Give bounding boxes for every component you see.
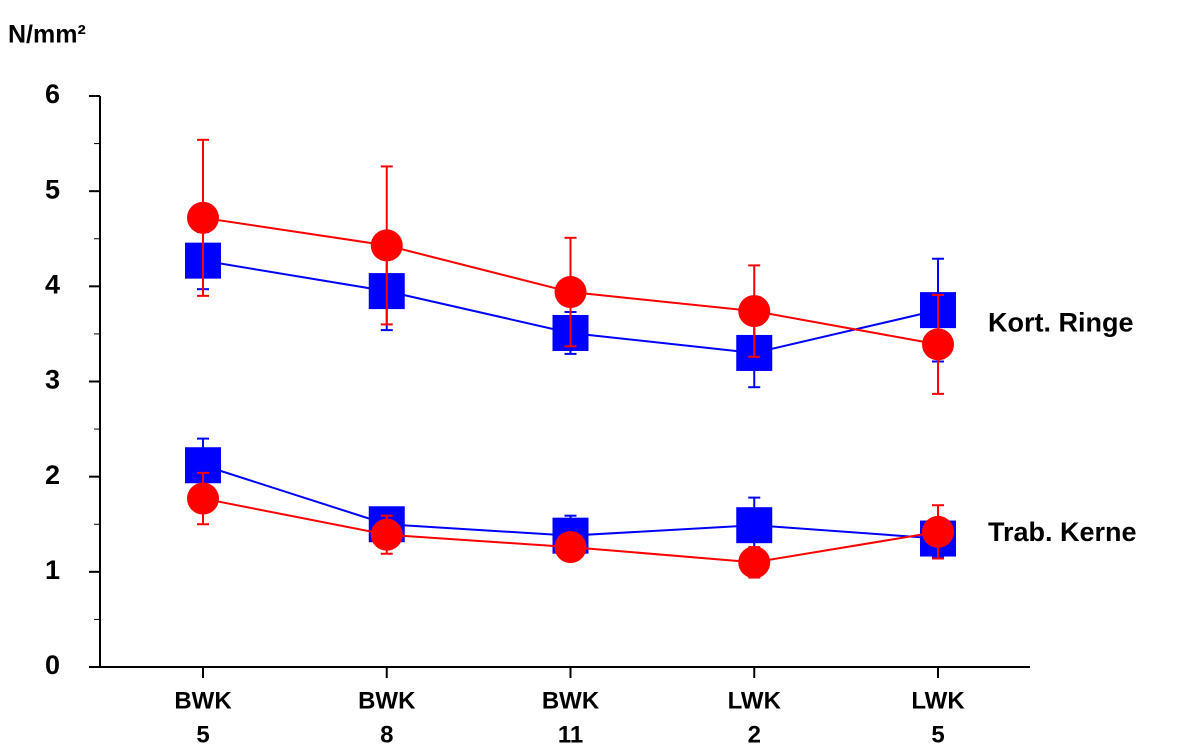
annotation: Trab. Kerne [988, 517, 1137, 547]
marker [922, 515, 954, 548]
y-tick-label: 4 [45, 269, 60, 299]
y-tick-label: 6 [45, 79, 60, 109]
x-tick-label: 2 [748, 721, 761, 748]
marker [554, 276, 587, 309]
y-tick-label: 1 [45, 555, 60, 585]
marker [738, 295, 771, 328]
x-tick-label: LWK [911, 687, 965, 714]
marker [370, 518, 403, 551]
y-tick-label: 0 [45, 650, 60, 680]
marker [370, 229, 403, 262]
x-tick-label: BWK [358, 687, 416, 714]
y-tick-label: 5 [45, 174, 60, 204]
marker [736, 507, 773, 544]
x-tick-label: 8 [380, 721, 393, 748]
y-axis-label: N/mm² [8, 21, 86, 49]
annotation: Kort. Ringe [988, 308, 1134, 338]
marker [554, 531, 587, 564]
marker [738, 546, 771, 579]
x-tick-label: BWK [174, 687, 232, 714]
x-tick-label: 5 [196, 721, 209, 748]
x-tick-label: 11 [558, 721, 583, 748]
marker [922, 328, 954, 361]
x-tick-label: 5 [931, 721, 944, 748]
x-tick-label: LWK [728, 687, 782, 714]
x-tick-label: BWK [542, 687, 600, 714]
marker [187, 201, 219, 234]
marker [187, 482, 219, 515]
y-tick-label: 2 [45, 460, 60, 490]
y-tick-label: 3 [45, 365, 60, 395]
